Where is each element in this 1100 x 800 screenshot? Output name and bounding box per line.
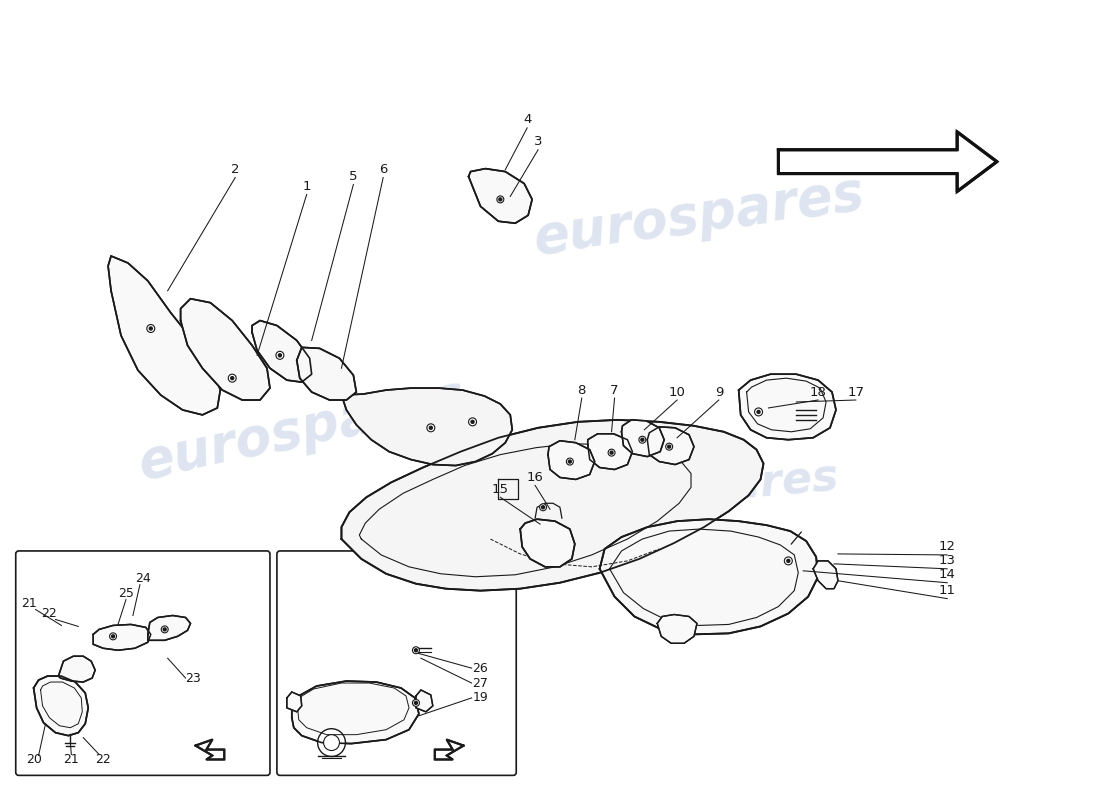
Text: 17: 17 [847, 386, 865, 398]
Circle shape [639, 436, 646, 443]
Polygon shape [180, 298, 270, 400]
Text: 22: 22 [96, 753, 111, 766]
Text: 27: 27 [473, 677, 488, 690]
Polygon shape [779, 132, 997, 191]
Circle shape [471, 420, 474, 423]
Polygon shape [587, 434, 632, 470]
Circle shape [610, 451, 613, 454]
Text: 18: 18 [810, 386, 826, 398]
Polygon shape [600, 519, 818, 634]
Polygon shape [813, 561, 838, 589]
Circle shape [469, 418, 476, 426]
Text: 21: 21 [21, 597, 36, 610]
Circle shape [608, 449, 615, 456]
Circle shape [641, 438, 644, 442]
Polygon shape [469, 169, 532, 223]
Text: 3: 3 [534, 135, 542, 148]
Text: 22: 22 [41, 607, 56, 620]
Circle shape [784, 557, 792, 565]
Polygon shape [434, 740, 463, 759]
Circle shape [497, 196, 504, 203]
Circle shape [323, 734, 340, 750]
Polygon shape [94, 625, 151, 650]
Circle shape [429, 426, 432, 430]
Circle shape [541, 506, 544, 509]
Circle shape [757, 410, 760, 414]
Circle shape [786, 559, 790, 562]
Polygon shape [252, 321, 311, 382]
FancyBboxPatch shape [15, 551, 270, 775]
Text: 26: 26 [473, 662, 488, 674]
Circle shape [755, 408, 762, 416]
Text: 9: 9 [715, 386, 723, 398]
Text: 19: 19 [473, 691, 488, 705]
Polygon shape [341, 420, 763, 590]
Circle shape [668, 445, 671, 448]
Text: 11: 11 [938, 584, 956, 597]
Text: 6: 6 [379, 163, 387, 176]
FancyBboxPatch shape [277, 551, 516, 775]
Circle shape [231, 377, 233, 380]
Polygon shape [287, 692, 301, 712]
Circle shape [146, 325, 155, 333]
Polygon shape [647, 427, 694, 465]
Circle shape [540, 504, 547, 510]
Circle shape [415, 702, 417, 704]
Text: eurospares: eurospares [133, 370, 470, 490]
Polygon shape [416, 690, 432, 712]
Circle shape [276, 351, 284, 359]
Polygon shape [196, 740, 224, 759]
Text: 25: 25 [118, 587, 134, 600]
Text: 20: 20 [25, 753, 42, 766]
Text: 8: 8 [578, 383, 586, 397]
Text: 15: 15 [492, 483, 509, 496]
Circle shape [412, 699, 419, 706]
Circle shape [278, 354, 282, 357]
Text: eurospares: eurospares [557, 456, 842, 523]
Polygon shape [658, 614, 697, 643]
Polygon shape [297, 347, 356, 400]
Circle shape [229, 374, 236, 382]
Circle shape [163, 628, 166, 631]
Circle shape [427, 424, 434, 432]
Circle shape [415, 649, 417, 652]
Circle shape [318, 729, 345, 757]
Circle shape [566, 458, 573, 465]
Polygon shape [621, 420, 664, 457]
Polygon shape [108, 256, 220, 415]
Text: 23: 23 [185, 671, 200, 685]
Circle shape [162, 626, 168, 633]
Text: 2: 2 [231, 163, 240, 176]
Polygon shape [34, 676, 88, 736]
Polygon shape [520, 519, 575, 567]
Text: 1: 1 [302, 180, 311, 193]
Text: 24: 24 [135, 572, 151, 586]
Text: 14: 14 [938, 568, 956, 582]
Polygon shape [548, 441, 595, 479]
Circle shape [111, 635, 114, 638]
Polygon shape [739, 374, 836, 440]
Polygon shape [147, 615, 190, 640]
Circle shape [666, 443, 672, 450]
Text: 12: 12 [938, 541, 956, 554]
Text: 13: 13 [938, 554, 956, 567]
Circle shape [110, 633, 117, 640]
Polygon shape [292, 681, 419, 743]
Text: 10: 10 [669, 386, 685, 398]
Text: 5: 5 [349, 170, 358, 183]
Text: 4: 4 [522, 114, 531, 126]
Text: 21: 21 [64, 753, 79, 766]
Text: eurospares: eurospares [530, 167, 868, 266]
Text: 16: 16 [527, 471, 543, 484]
Circle shape [412, 646, 419, 654]
Circle shape [569, 460, 571, 463]
Circle shape [499, 198, 502, 201]
Circle shape [150, 327, 152, 330]
Text: 7: 7 [610, 383, 619, 397]
Polygon shape [341, 388, 513, 466]
Polygon shape [58, 656, 96, 682]
